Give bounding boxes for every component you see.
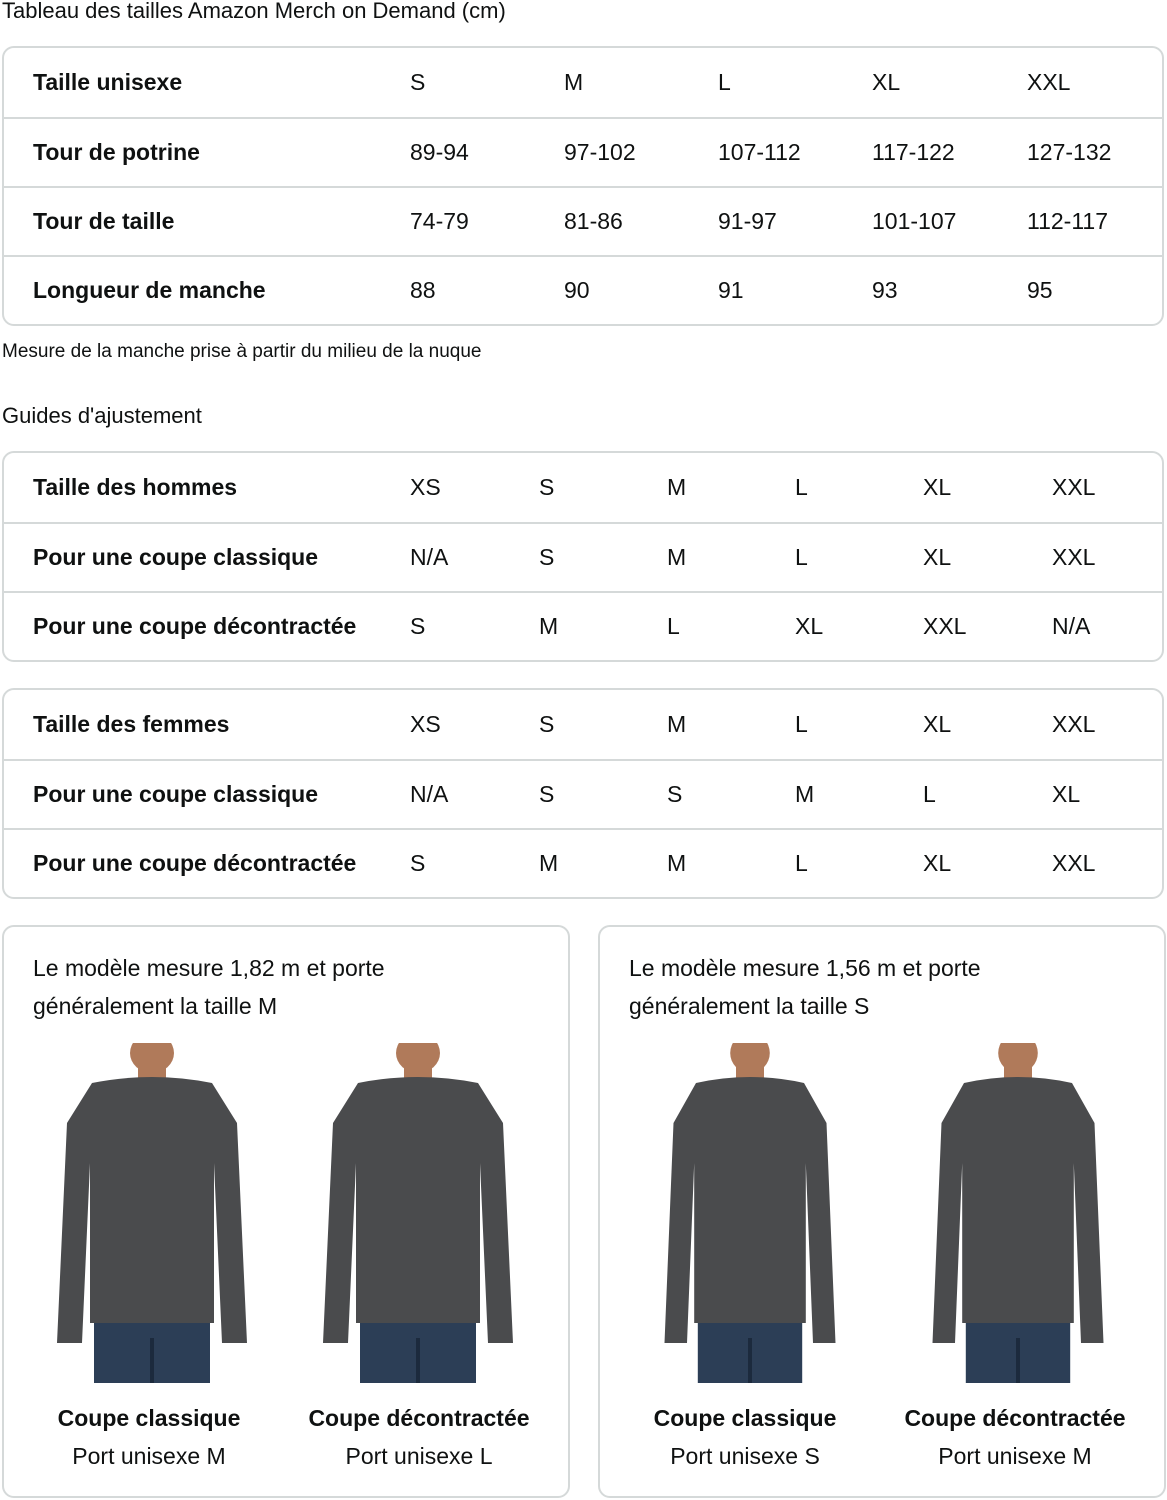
table-cell: S — [410, 850, 426, 876]
table-cell: XXL — [1052, 711, 1096, 737]
table-cell: S — [539, 781, 555, 807]
table-cell: 127-132 — [1027, 139, 1112, 165]
table-cell: 95 — [1027, 277, 1053, 303]
row-label: Longueur de manche — [33, 277, 266, 304]
fit-size: Port unisexe M — [938, 1443, 1092, 1469]
table-row: Tour de taille 74-79 81-86 91-97 101-107 112-… — [4, 186, 1162, 255]
row-label: Pour une coupe classique — [33, 781, 319, 808]
table-cell: XS — [410, 474, 441, 500]
table-cell: M — [667, 474, 687, 500]
table-cell: M — [667, 850, 687, 876]
row-label: Taille des femmes — [33, 711, 230, 738]
table-cell: M — [667, 711, 687, 737]
table-cell: 107-112 — [718, 139, 801, 165]
model-caption: Le modèle mesure 1,82 m et porte général… — [33, 955, 385, 1019]
table-cell: L — [718, 69, 731, 95]
women-model-card: Le modèle mesure 1,56 m et porte général… — [598, 925, 1166, 1498]
table-cell: M — [539, 850, 559, 876]
table-cell: S — [667, 781, 683, 807]
table-cell: S — [410, 69, 426, 95]
table-cell: XXL — [923, 613, 967, 639]
model-photo — [318, 1033, 518, 1383]
table-row: Tour de potrine 89-94 97-102 107-112 117-122… — [4, 117, 1162, 186]
table-cell: XXL — [1027, 69, 1071, 95]
row-label: Pour une coupe décontractée — [33, 850, 357, 877]
table-cell: XL — [1052, 781, 1081, 807]
table-cell: XXL — [1052, 474, 1096, 500]
table-row: Taille unisexe S M L XL XXL — [4, 48, 1162, 117]
table-cell: M — [564, 69, 584, 95]
table-cell: M — [795, 781, 815, 807]
sleeve-note: Mesure de la manche prise à partir du mi… — [2, 341, 482, 362]
table-cell: 112-117 — [1027, 208, 1108, 234]
table-cell: XS — [410, 711, 441, 737]
table-cell: XL — [795, 613, 824, 639]
table-cell: XL — [872, 69, 901, 95]
table-cell: M — [539, 613, 559, 639]
row-label: Tour de potrine — [33, 139, 200, 166]
table-cell: XXL — [1052, 850, 1096, 876]
table-cell: XL — [923, 474, 952, 500]
row-label: Tour de taille — [33, 208, 175, 235]
model-photo — [918, 1033, 1118, 1383]
fit-size: Port unisexe M — [72, 1443, 226, 1469]
table-cell: S — [539, 474, 555, 500]
row-label: Pour une coupe décontractée — [33, 613, 357, 640]
table-cell: N/A — [410, 544, 449, 570]
fit-name: Coupe classique — [57, 1405, 241, 1431]
table-cell: 93 — [872, 277, 898, 303]
table-cell: N/A — [1052, 613, 1091, 639]
table-cell: 89-94 — [410, 139, 469, 165]
table-cell: S — [539, 544, 555, 570]
table-row: Taille des hommes XS S M L XL XXL — [4, 453, 1162, 522]
table-cell: S — [410, 613, 426, 639]
table-cell: L — [795, 544, 808, 570]
table-cell: L — [923, 781, 936, 807]
table-cell: 117-122 — [872, 139, 955, 165]
table-cell: L — [795, 711, 808, 737]
table-cell: XXL — [1052, 544, 1096, 570]
table-cell: N/A — [410, 781, 449, 807]
table-cell: 90 — [564, 277, 590, 303]
model-photo — [52, 1033, 252, 1383]
men-fit-table: Taille des hommes XS S M L XL XXL Pour une coup… — [2, 451, 1164, 662]
fit-name: Coupe décontractée — [904, 1405, 1126, 1431]
row-label: Taille unisexe — [33, 69, 183, 96]
table-cell: 81-86 — [564, 208, 623, 234]
row-label: Taille des hommes — [33, 474, 238, 501]
table-row: Longueur de manche 88 90 91 93 95 — [4, 255, 1162, 324]
table-cell: XL — [923, 544, 952, 570]
men-model-card: Le modèle mesure 1,82 m et porte général… — [2, 925, 570, 1498]
table-row: Pour une coupe classique N/A S M L XL XXL — [4, 522, 1162, 591]
table-cell: 91 — [718, 277, 744, 303]
table-row: Pour une coupe décontractée S M M L XL XXL — [4, 828, 1162, 897]
fit-name: Coupe décontractée — [308, 1405, 530, 1431]
table-cell: 91-97 — [718, 208, 777, 234]
table-cell: L — [667, 613, 680, 639]
table-cell: 74-79 — [410, 208, 469, 234]
table-cell: XL — [923, 850, 952, 876]
table-row: Pour une coupe classique N/A S S M L XL — [4, 759, 1162, 828]
table-row: Pour une coupe décontractée S M L XL XXL N/A — [4, 591, 1162, 660]
table-cell: 97-102 — [564, 139, 636, 165]
fit-size: Port unisexe S — [670, 1443, 820, 1469]
table-row: Taille des femmes XS S M L XL XXL — [4, 690, 1162, 759]
size-chart-table: Taille unisexe S M L XL XXL Tour de potrine 89-… — [2, 46, 1164, 326]
model-photo — [650, 1033, 850, 1383]
table-cell: S — [539, 711, 555, 737]
fit-guides-title: Guides d'ajustement — [2, 403, 202, 428]
table-cell: XL — [923, 711, 952, 737]
size-chart-title: Tableau des tailles Amazon Merch on Dema… — [2, 0, 506, 23]
model-caption: Le modèle mesure 1,56 m et porte général… — [629, 955, 981, 1019]
table-cell: L — [795, 850, 808, 876]
table-cell: M — [667, 544, 687, 570]
women-fit-table: Taille des femmes XS S M L XL XXL Pour une coup… — [2, 688, 1164, 899]
table-cell: 101-107 — [872, 208, 957, 234]
table-cell: L — [795, 474, 808, 500]
fit-name: Coupe classique — [653, 1405, 837, 1431]
fit-size: Port unisexe L — [345, 1443, 493, 1469]
row-label: Pour une coupe classique — [33, 544, 319, 571]
table-cell: 88 — [410, 277, 436, 303]
